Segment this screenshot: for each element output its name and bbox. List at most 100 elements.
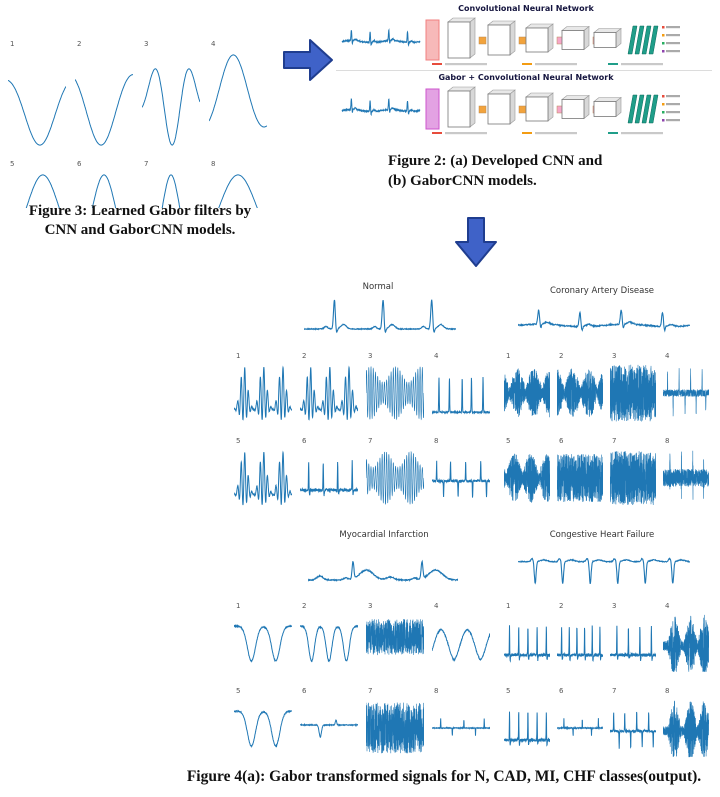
subplot-waveform — [431, 627, 491, 663]
cnn-diagram-title: Convolutional Neural Network — [458, 4, 594, 13]
subplot-waveform — [662, 614, 710, 672]
subplot-waveform — [431, 460, 491, 498]
subplot-number: 6 — [77, 160, 82, 168]
mi-transformed-cell-4: 4 — [431, 602, 498, 679]
figure4-caption: Figure 4(a): Gabor transformed signals f… — [186, 768, 702, 785]
gabor-filter-cell-8: 8 — [209, 160, 276, 208]
subplot-waveform — [556, 454, 604, 503]
subplot-number: 6 — [302, 687, 307, 695]
subplot-waveform — [556, 368, 604, 417]
subplot-number: 4 — [665, 352, 670, 360]
mi-ecg-plot — [308, 559, 458, 583]
subplot-number: 2 — [302, 352, 307, 360]
subplot-number: 4 — [665, 602, 670, 610]
figure3-caption-line1: Figure 3: Learned Gabor filters by — [28, 203, 252, 219]
subplot-number: 6 — [559, 437, 564, 445]
subplot-number: 5 — [506, 437, 511, 445]
figure2-panel: Convolutional Neural Network Gabor + Con… — [336, 2, 716, 137]
subplot-number: 3 — [368, 352, 373, 360]
subplot-number: 6 — [559, 687, 564, 695]
gabor-filter-cell-7: 7 — [142, 160, 209, 208]
subplot-number: 7 — [144, 160, 149, 168]
subplot-number: 3 — [612, 352, 617, 360]
gabor-filter-cell-6: 6 — [75, 160, 142, 208]
subplot-waveform — [365, 702, 425, 754]
mi-transformed-cell-1: 1 — [233, 602, 300, 679]
subplot-waveform — [431, 376, 491, 415]
cad-transformed-cell-1: 1 — [503, 352, 557, 429]
chf-transformed-cell-4: 4 — [662, 602, 716, 679]
chf-transformed-cell-1: 1 — [503, 602, 557, 679]
chf-transformed-cell-8: 8 — [662, 687, 716, 764]
subplot-waveform — [609, 625, 657, 661]
subplot-waveform — [233, 365, 293, 421]
subplot-waveform — [503, 711, 551, 747]
gabor-filter-grid: 1 2 3 4 5 6 7 8 — [8, 40, 280, 208]
subplot-waveform — [91, 174, 117, 208]
subplot-waveform — [8, 80, 67, 146]
subplot-number: 2 — [559, 602, 564, 610]
subplot-number: 7 — [368, 687, 373, 695]
figure3-caption-line2: CNN and GaborCNN models. — [44, 221, 236, 238]
subplot-waveform — [25, 174, 60, 208]
figure2-caption-line2: (b) GaborCNN models. — [388, 172, 537, 189]
subplot-number: 8 — [434, 687, 439, 695]
subplot-waveform — [662, 700, 710, 758]
subplot-number: 7 — [612, 687, 617, 695]
mi-transformed-cell-3: 3 — [365, 602, 432, 679]
cad-transformed-cell-2: 2 — [556, 352, 610, 429]
cad-transformed-cell-8: 8 — [662, 437, 716, 514]
subplot-number: 2 — [77, 40, 82, 48]
subplot-waveform — [74, 74, 133, 146]
cad-transformed-cell-4: 4 — [662, 352, 716, 429]
subplot-number: 3 — [612, 602, 617, 610]
subplot-number: 5 — [10, 160, 15, 168]
subplot-waveform — [233, 450, 293, 506]
figure2-caption-line1: Figure 2: (a) Developed CNN and — [388, 153, 603, 169]
gabor-filter-cell-5: 5 — [8, 160, 75, 208]
subplot-waveform — [503, 453, 551, 503]
normal-ecg-plot — [304, 299, 456, 334]
subplot-waveform — [609, 364, 657, 422]
arrow-right-icon — [283, 39, 333, 81]
normal-transformed-grid: 1 2 3 4 5 6 7 8 — [233, 352, 498, 514]
subplot-waveform — [299, 624, 359, 663]
subplot-waveform — [218, 174, 258, 208]
subplot-number: 8 — [665, 437, 670, 445]
subplot-number: 4 — [434, 352, 439, 360]
chf-transformed-cell-5: 5 — [503, 687, 557, 764]
cad-transformed-cell-7: 7 — [609, 437, 663, 514]
gabor-filter-cell-4: 4 — [208, 40, 276, 160]
subplot-waveform — [431, 718, 491, 736]
subplot-number: 8 — [665, 687, 670, 695]
subplot-waveform — [503, 625, 551, 663]
gabor-filter-cell-2: 2 — [74, 40, 142, 160]
subplot-waveform — [365, 618, 425, 656]
arrow-down-icon — [455, 217, 497, 267]
subplot-waveform — [662, 450, 710, 500]
gabor-filter-cell-3: 3 — [141, 40, 209, 160]
cad-transformed-grid: 1 2 3 4 5 6 7 8 — [503, 352, 716, 514]
cad-ecg-plot — [518, 309, 690, 333]
subplot-waveform — [299, 460, 359, 497]
subplot-number: 5 — [236, 437, 241, 445]
subplot-waveform — [233, 709, 293, 748]
subplot-number: 8 — [434, 437, 439, 445]
chf-transformed-cell-7: 7 — [609, 687, 663, 764]
chf-class-label: Congestive Heart Failure — [549, 530, 655, 540]
mi-transformed-cell-6: 6 — [299, 687, 366, 764]
subplot-waveform — [662, 368, 710, 417]
cnn-architecture-diagram — [336, 17, 712, 71]
normal-transformed-cell-2: 2 — [299, 352, 366, 429]
subplot-waveform — [556, 718, 604, 736]
subplot-number: 7 — [612, 437, 617, 445]
subplot-waveform — [141, 68, 201, 146]
subplot-waveform — [365, 451, 425, 505]
normal-transformed-cell-8: 8 — [431, 437, 498, 514]
normal-transformed-cell-7: 7 — [365, 437, 432, 514]
subplot-waveform — [299, 719, 359, 739]
subplot-number: 3 — [368, 602, 373, 610]
chf-transformed-cell-3: 3 — [609, 602, 663, 679]
